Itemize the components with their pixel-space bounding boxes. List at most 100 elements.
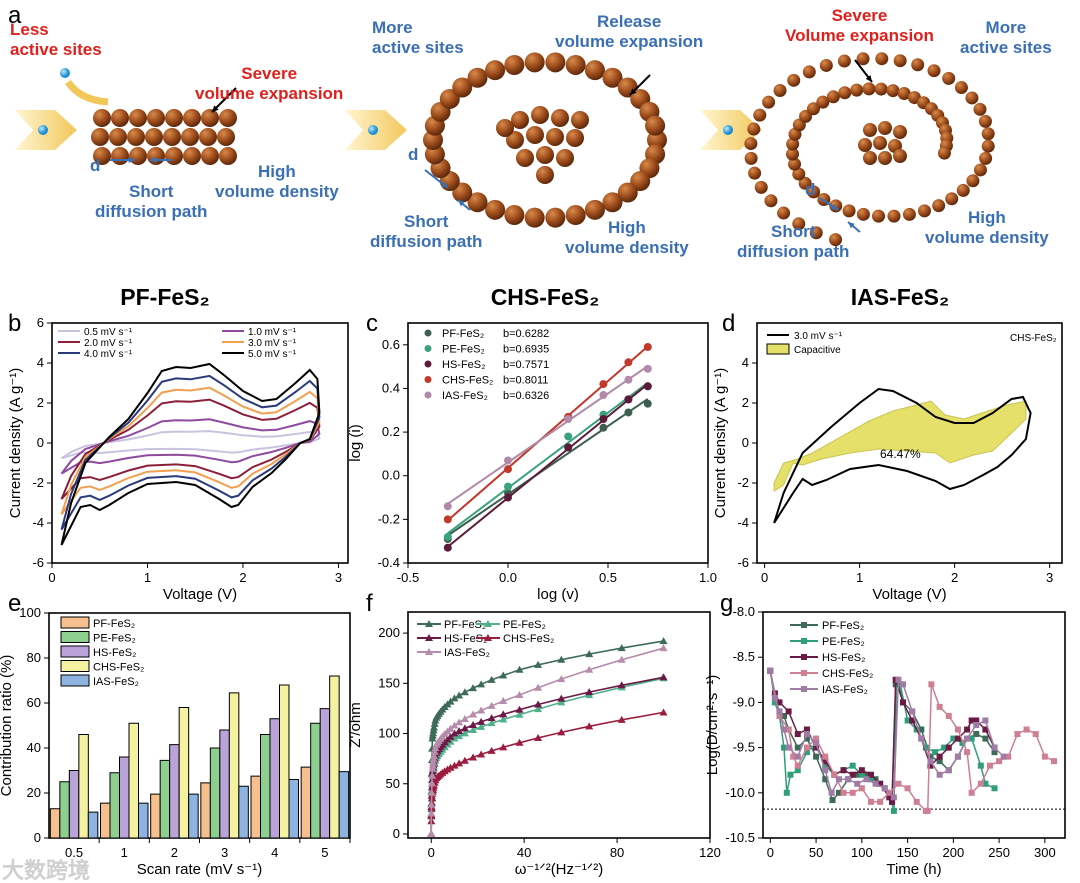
particle [762,95,776,109]
square-marker [813,753,820,760]
panel-label-e: e [8,590,22,617]
particle [617,182,638,203]
particle [897,87,911,101]
particle [829,233,843,247]
cv-curve [773,387,1032,524]
legend-marker [424,329,432,337]
square-marker [858,785,865,792]
particle [219,109,237,127]
cv-curve [60,430,321,460]
square-marker [854,771,861,778]
square-marker [1000,753,1007,760]
y-axis-label: Current density (A g⁻¹) [7,368,24,518]
y-tick-label: 2 [37,395,44,410]
data-point [599,380,608,389]
square-marker [835,776,842,783]
d-arrow-head [848,222,855,229]
data-point [624,408,633,417]
square-marker [872,780,879,787]
triangle-marker [450,721,459,729]
particle [536,166,554,184]
square-marker [889,798,896,805]
x-tick-label: 1 [856,570,863,585]
particle [807,185,821,199]
square-marker [959,740,966,747]
panel-label-f: f [366,590,373,617]
particle [199,128,217,146]
particle [942,71,956,85]
y-tick-label: 0.4 [382,380,400,395]
pointer-arrow-head [865,75,872,82]
particle [602,192,623,213]
legend-label: HS-FeS₂ [822,652,865,664]
legend-label: Capacitive [794,345,841,356]
particle [504,205,525,226]
particle [856,52,870,66]
triangle-marker [460,756,469,764]
square-marker [787,771,794,778]
legend-b-value: b=0.6935 [503,344,549,356]
particle [127,128,145,146]
y-axis-label: Z'/ohm [347,702,364,747]
impedance-curve [430,647,664,835]
bar [329,675,340,839]
particle [893,54,907,68]
triangle-marker [427,829,436,837]
square-marker [858,767,865,774]
square-marker [982,726,989,733]
square-marker [822,776,829,783]
x-tick-label: 0 [761,570,768,585]
square-marker [867,798,874,805]
square-marker [964,749,971,756]
pf-d-label: d [90,156,101,175]
particle [504,54,525,75]
particle [887,209,901,223]
square-marker [845,776,852,783]
legend-label: 4.0 mV s⁻¹ [84,349,133,360]
particle [556,149,574,167]
square-marker [840,789,847,796]
particle [862,82,876,96]
square-marker [794,767,801,774]
d-arrow-head [441,181,448,188]
legend-label: PE-FeS₂ [822,636,865,648]
square-marker [849,762,856,769]
square-marker [813,744,820,751]
square-marker [964,726,971,733]
square-marker [867,771,874,778]
y-tick-label: 20 [27,785,41,800]
triangle-marker [557,675,566,683]
y-tick-label: 100 [378,726,400,741]
triangle-marker [499,710,508,718]
particle [645,115,666,136]
triangle-marker [450,734,459,742]
triangle-marker [659,708,668,716]
cv-curve [60,386,321,515]
triangle-marker [469,684,478,692]
bar [59,781,70,839]
data-point [504,493,512,502]
impedance-curve [430,640,664,835]
legend-label: IAS-FeS₂ [442,390,488,402]
particle [467,192,488,213]
plot-frame [762,611,1066,839]
y-tick-label: -4 [737,515,749,530]
fit-line [447,381,649,535]
square-marker [982,780,989,787]
square-marker [973,717,980,724]
particle [786,137,800,151]
triangle-marker [427,779,436,787]
data-point [564,432,573,441]
triangle-marker [460,729,469,737]
square-marker [964,735,971,742]
title-ias-fes2: IAS-FeS₂ [850,284,950,310]
particle [764,194,778,208]
square-marker [771,699,778,706]
legend-label: IAS-FeS₂ [93,676,139,688]
chart-d: 0 1 2 3 -6 -4 -2 0 2 4 Voltage (V) Current density … [712,322,1063,603]
legend-marker [424,360,432,368]
square-marker [877,780,884,787]
square-marker [968,735,975,742]
x-tick-label: 3 [221,845,228,860]
particle [786,147,800,161]
